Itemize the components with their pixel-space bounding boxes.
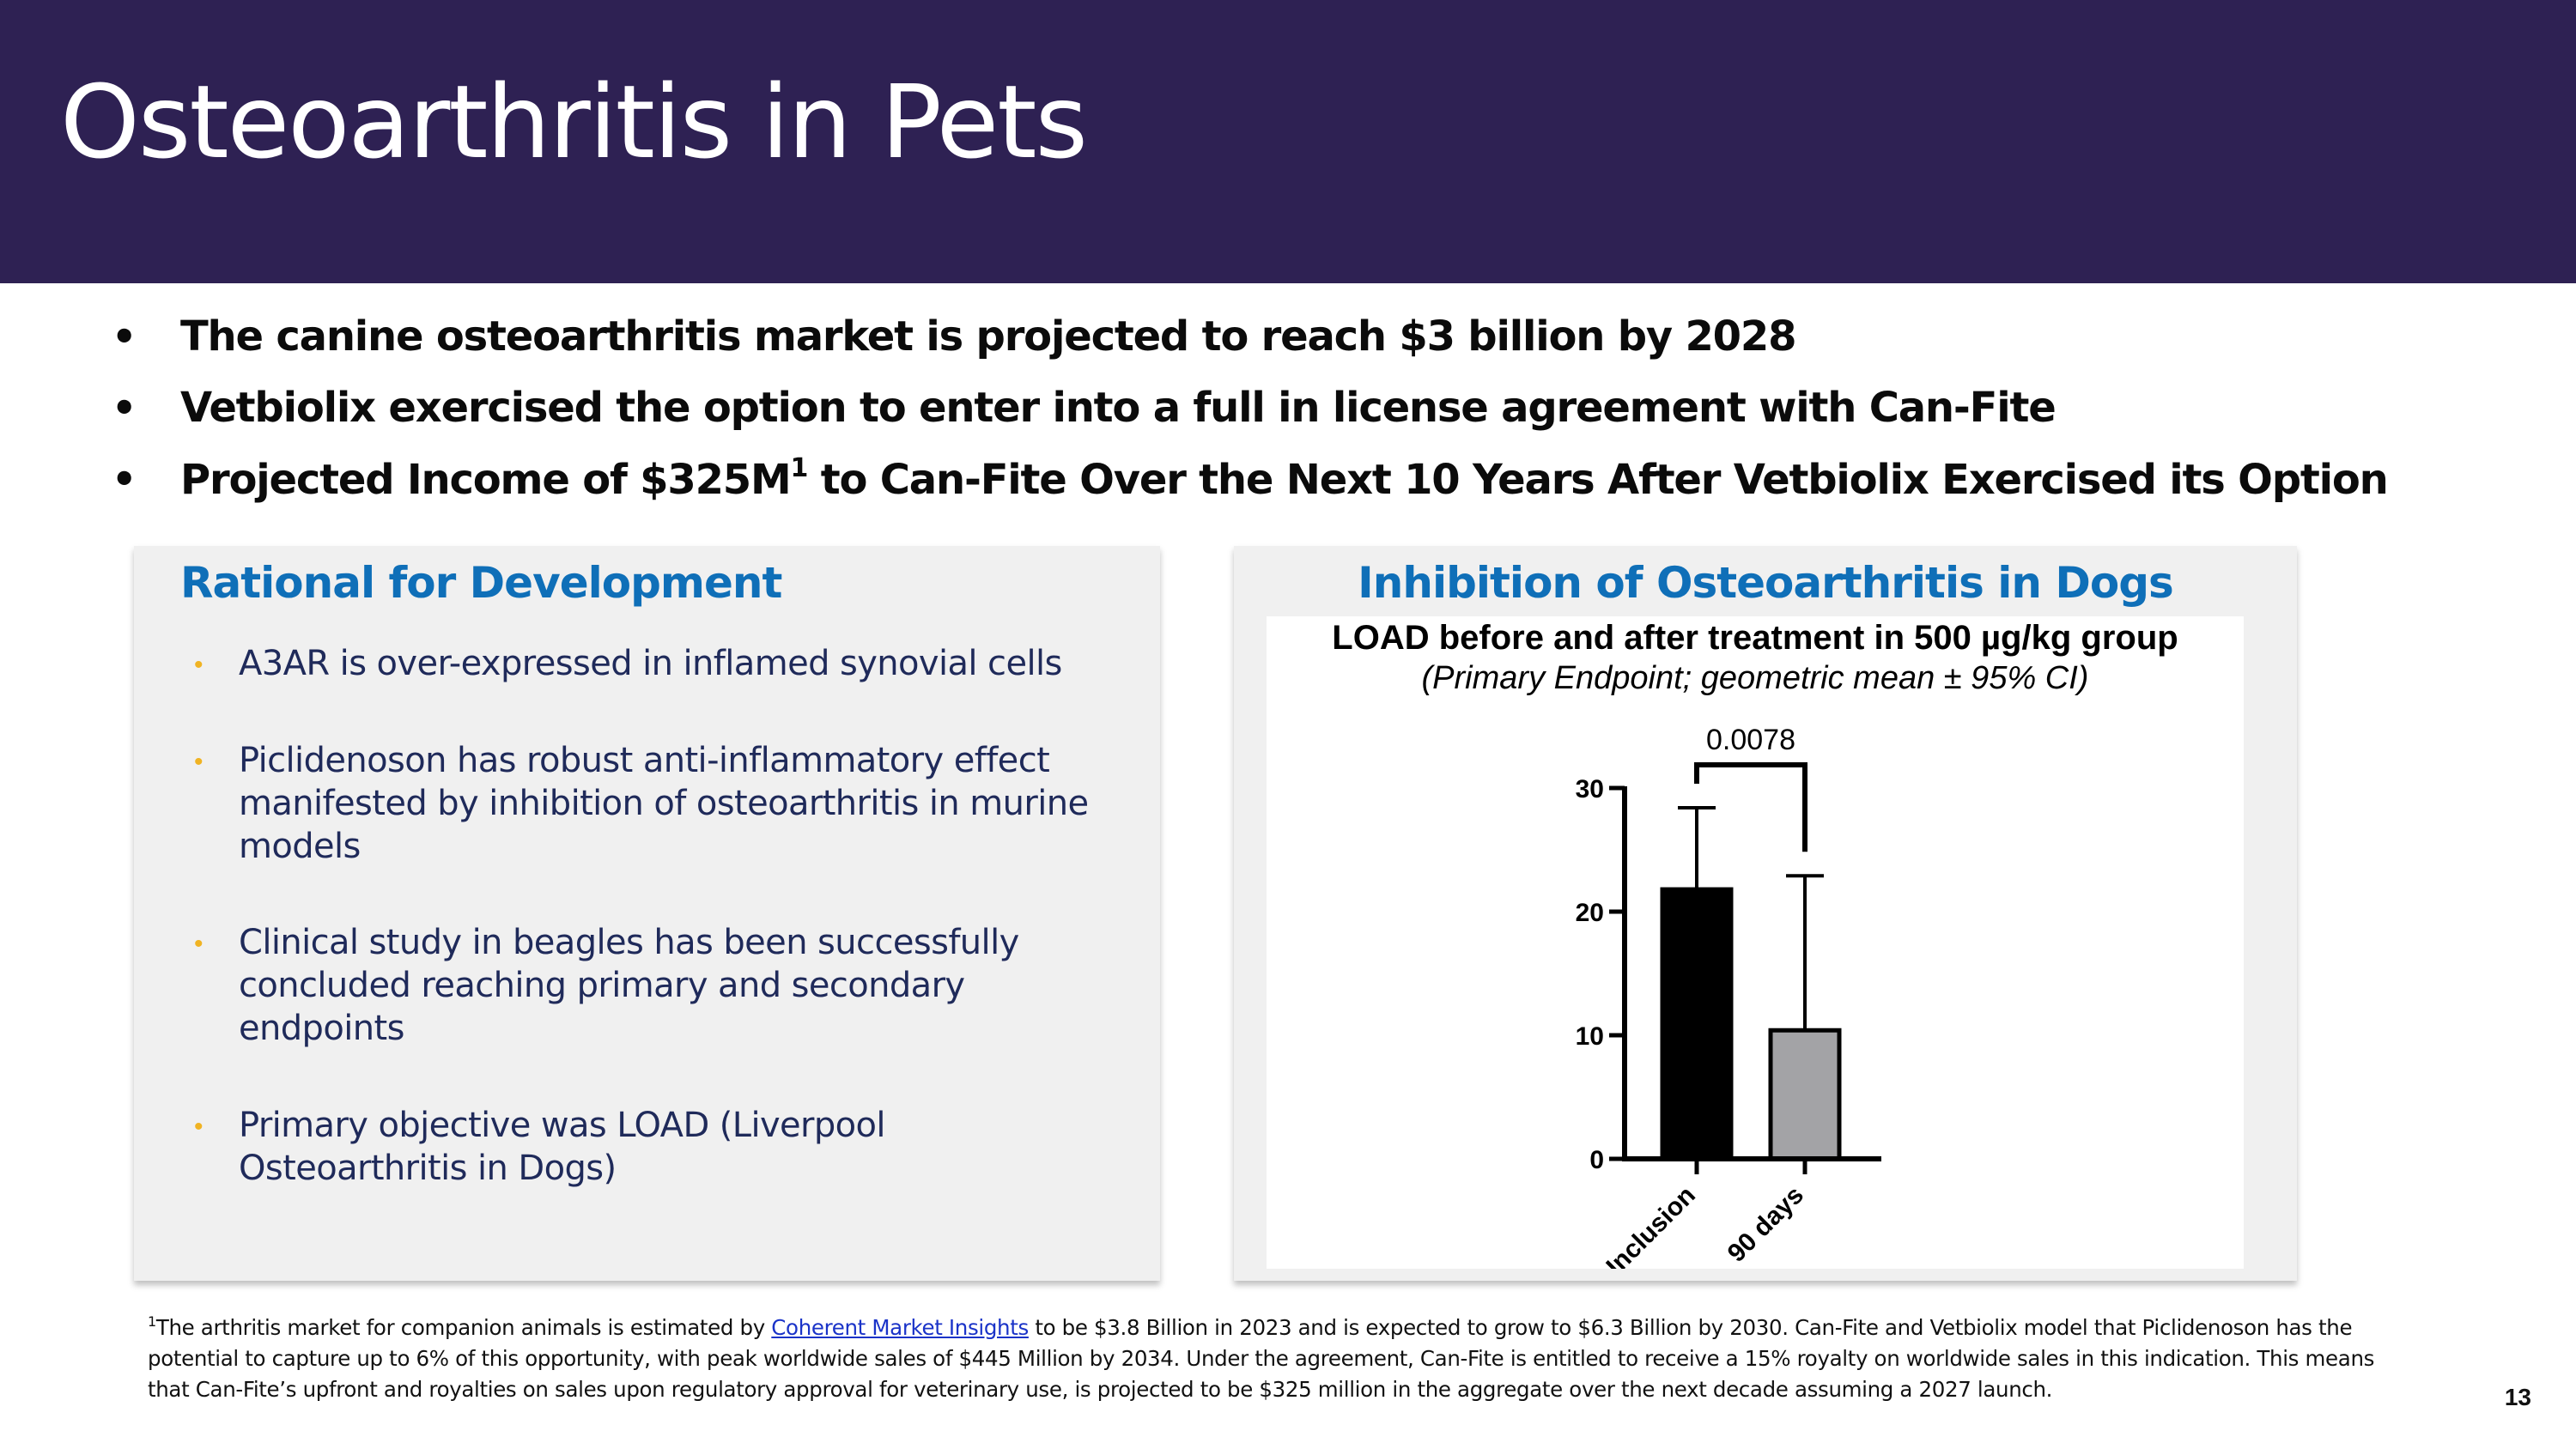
key-point: • Vetbiolix exercised the option to ente… — [112, 372, 2482, 443]
chart-image: LOAD before and after treatment in 500 µ… — [1267, 616, 2244, 1269]
list-item-text: Piclidenoson has robust anti-inflammator… — [239, 741, 1089, 866]
footnote-text-end: to be $3.8 Billion in 2023 and is expect… — [148, 1315, 2375, 1402]
bullet-dot-icon: • — [112, 312, 137, 360]
bullet-square-icon: • — [194, 930, 204, 958]
y-tick-label: 10 — [1576, 1022, 1604, 1051]
key-point-text: Projected Income of $325M1 to Can-Fite O… — [180, 453, 2389, 504]
bullet-dot-icon: • — [112, 455, 137, 502]
key-point: • The canine osteoarthritis market is pr… — [112, 300, 2482, 372]
rationale-panel: Rational for Development • A3AR is over-… — [134, 546, 1160, 1281]
y-tick-label: 0 — [1589, 1146, 1604, 1174]
key-point-text: Vetbiolix exercised the option to enter … — [180, 383, 2057, 432]
bullet-square-icon: • — [194, 748, 204, 776]
chart-panel: Inhibition of Osteoarthritis in Dogs LOA… — [1234, 546, 2297, 1281]
page-number: 13 — [2504, 1384, 2531, 1410]
list-item-text: Primary objective was LOAD (Liverpool Os… — [239, 1106, 886, 1188]
bullet-dot-icon: • — [112, 384, 137, 431]
bullet-square-icon: • — [194, 651, 204, 679]
bar — [1768, 1028, 1842, 1161]
key-point-text-start: Projected Income of $325M — [180, 456, 792, 504]
footnote-text-start: The arthritis market for companion anima… — [155, 1315, 772, 1340]
chart-subtitle: (Primary Endpoint; geometric mean ± 95% … — [1422, 660, 2089, 696]
key-point-text: The canine osteoarthritis market is proj… — [180, 312, 1796, 361]
significance-bracket — [1694, 762, 1807, 852]
bullet-square-icon: • — [194, 1113, 204, 1141]
key-points: • The canine osteoarthritis market is pr… — [112, 300, 2482, 514]
y-tick-label: 30 — [1576, 775, 1604, 803]
footnote-number: 1 — [148, 1313, 156, 1330]
list-item-text: A3AR is over-expressed in inflamed synov… — [239, 644, 1062, 683]
chart-panel-title: Inhibition of Osteoarthritis in Dogs — [1358, 558, 2174, 608]
key-point: • Projected Income of $325M1 to Can-Fite… — [112, 443, 2482, 514]
footnote-marker: 1 — [790, 453, 809, 483]
bar — [1660, 887, 1734, 1161]
x-tick-label: 90 days — [1722, 1181, 1809, 1268]
rationale-title: Rational for Development — [180, 558, 782, 608]
x-tick-label: Inclusion — [1601, 1181, 1700, 1269]
list-item-text: Clinical study in beagles has been succe… — [239, 923, 1019, 1048]
footnote: 1The arthritis market for companion anim… — [148, 1307, 2397, 1405]
title-banner: Osteoarthritis in Pets — [0, 0, 2576, 283]
bar-chart: LOAD before and after treatment in 500 µ… — [1332, 619, 2178, 1269]
page-title: Osteoarthritis in Pets — [60, 63, 1088, 181]
coherent-market-insights-link[interactable]: Coherent Market Insights — [771, 1315, 1029, 1340]
key-point-text-end: to Can-Fite Over the Next 10 Years After… — [807, 456, 2389, 504]
p-value-label: 0.0078 — [1706, 724, 1795, 756]
chart-title: LOAD before and after treatment in 500 µ… — [1332, 619, 2178, 657]
y-tick-label: 20 — [1576, 899, 1604, 927]
